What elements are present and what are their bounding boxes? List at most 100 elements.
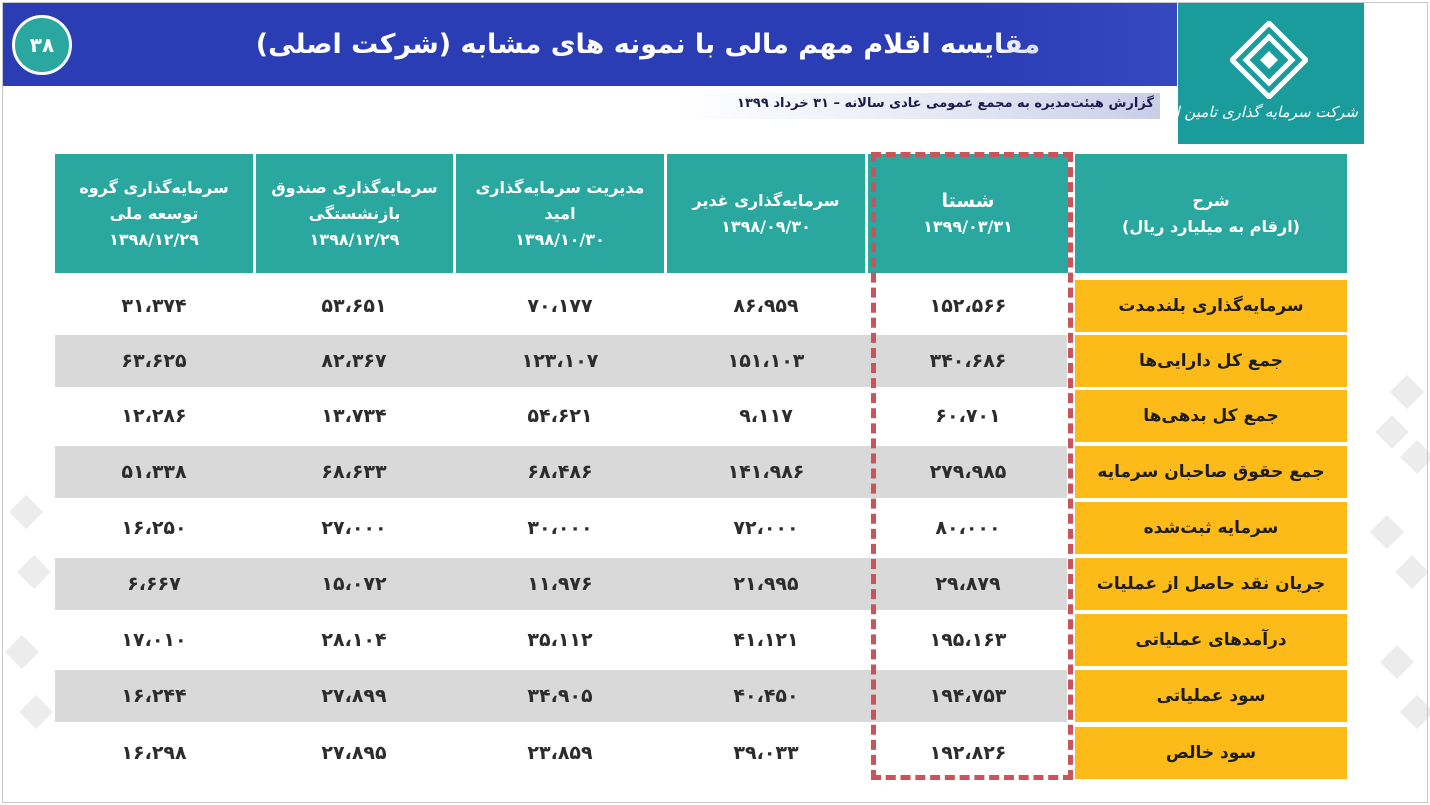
table-cell: ۱۹۵،۱۶۳ xyxy=(929,629,1007,651)
label-header-unit: (ارقام به میلیارد ریال) xyxy=(1122,216,1300,236)
decorative-diamond xyxy=(1380,645,1414,679)
table-cell: ۳۹،۰۳۳ xyxy=(733,742,799,764)
table-cell: ۱۵۲،۵۶۶ xyxy=(929,295,1007,317)
decorative-diamond xyxy=(5,635,39,669)
row-label: درآمدهای عملیاتی xyxy=(1075,614,1347,666)
row-label: سود عملیاتی xyxy=(1075,670,1347,722)
column-header-date: ۱۳۹۸/۱۰/۳۰ xyxy=(515,229,605,249)
table-cell: ۱۹۲،۸۲۶ xyxy=(929,742,1007,764)
table-row: ۶۰،۷۰۱ ۹،۱۱۷ ۵۴،۶۲۱ ۱۳،۷۳۴ ۱۲،۲۸۶ xyxy=(55,390,1067,442)
row-label: سرمایه‌گذاری بلندمدت xyxy=(1075,280,1347,332)
column-header-shasta: شستا ۱۳۹۹/۰۳/۳۱ xyxy=(868,154,1068,273)
table-cell: ۱۶،۲۹۸ xyxy=(121,742,187,764)
decorative-diamond xyxy=(1400,695,1430,729)
page-title: مقایسه اقلام مهم مالی با نمونه های مشابه… xyxy=(255,29,1041,60)
page-number-badge: ۳۸ xyxy=(12,15,72,75)
table-cell: ۲۳،۸۵۹ xyxy=(527,742,593,764)
table-cell: ۳۱،۳۷۴ xyxy=(121,295,187,317)
column-header-name: مدیریت سرمایه‌گذاری امید xyxy=(475,177,645,223)
decorative-diamond xyxy=(1395,555,1429,589)
table-cell: ۲۷،۸۹۹ xyxy=(321,685,387,707)
decorative-diamond xyxy=(19,695,53,729)
table-cell: ۵۳،۶۵۱ xyxy=(321,295,387,317)
subtitle-underline xyxy=(676,93,1160,119)
header-bar: مقایسه اقلام مهم مالی با نمونه های مشابه… xyxy=(3,3,1177,86)
table-cell: ۸۲،۳۶۷ xyxy=(321,350,387,372)
row-label: سرمایه ثبت‌شده xyxy=(1075,502,1347,554)
table-cell: ۷۲،۰۰۰ xyxy=(733,517,799,539)
table-cell: ۱۵۱،۱۰۳ xyxy=(727,350,805,372)
table-cell: ۵۴،۶۲۱ xyxy=(527,405,593,427)
row-label: جمع کل دارایی‌ها xyxy=(1075,335,1347,387)
table-cell: ۱۲،۲۸۶ xyxy=(121,405,187,427)
table-cell: ۹،۱۱۷ xyxy=(739,405,793,427)
table-cell: ۲۸،۱۰۴ xyxy=(321,629,387,651)
table-row: ۸۰،۰۰۰ ۷۲،۰۰۰ ۳۰،۰۰۰ ۲۷،۰۰۰ ۱۶،۲۵۰ xyxy=(55,502,1067,554)
decorative-diamond xyxy=(1375,415,1409,449)
column-header-name: شستا xyxy=(941,189,995,212)
diamond-logo-icon xyxy=(1230,21,1308,99)
column-header-date: ۱۳۹۸/۱۲/۲۹ xyxy=(309,229,400,249)
table-cell: ۱۹۴،۷۵۳ xyxy=(929,685,1007,707)
table-cell: ۳۴۰،۶۸۶ xyxy=(929,350,1007,372)
table-cell: ۶۸،۶۳۳ xyxy=(321,461,387,483)
table-cell: ۳۵،۱۱۲ xyxy=(527,629,593,651)
row-label: جمع حقوق صاحبان سرمایه xyxy=(1075,446,1347,498)
decorative-diamond xyxy=(9,495,43,529)
decorative-diamond xyxy=(1400,440,1430,474)
row-label: جریان نقد حاصل از عملیات xyxy=(1075,558,1347,610)
column-header-date: ۱۳۹۸/۱۲/۲۹ xyxy=(109,229,199,249)
company-logo: شرکت سرمایه گذاری تامین اجتماعی xyxy=(1126,3,1364,144)
label-column-header: شرح (ارقام به میلیارد ریال) xyxy=(1075,154,1347,273)
logo-text: شرکت سرمایه گذاری تامین اجتماعی xyxy=(1126,103,1358,121)
table-cell: ۱۵،۰۷۲ xyxy=(321,573,387,595)
table-cell: ۱۶،۲۴۴ xyxy=(121,685,187,707)
table-cell: ۶۰،۷۰۱ xyxy=(935,405,1001,427)
decorative-diamond xyxy=(1370,515,1404,549)
table-cell: ۲۱،۹۹۵ xyxy=(733,573,799,595)
table-cell: ۴۰،۴۵۰ xyxy=(733,685,799,707)
table-cell: ۸۶،۹۵۹ xyxy=(733,295,799,317)
table-row: ۱۹۵،۱۶۳ ۴۱،۱۲۱ ۳۵،۱۱۲ ۲۸،۱۰۴ ۱۷،۰۱۰ xyxy=(55,614,1067,666)
table-cell: ۲۹،۸۷۹ xyxy=(935,573,1001,595)
table-cell: ۶،۶۶۷ xyxy=(127,573,181,595)
column-header: سرمایه‌گذاری گروه توسعه ملی ۱۳۹۸/۱۲/۲۹ xyxy=(55,154,253,273)
table-cell: ۱۶،۲۵۰ xyxy=(121,517,187,539)
table-cell: ۱۷،۰۱۰ xyxy=(121,629,187,651)
table-row: ۱۹۲،۸۲۶ ۳۹،۰۳۳ ۲۳،۸۵۹ ۲۷،۸۹۵ ۱۶،۲۹۸ xyxy=(55,727,1067,779)
column-header: سرمایه‌گذاری غدیر ۱۳۹۸/۰۹/۳۰ xyxy=(667,154,865,273)
row-label: سود خالص xyxy=(1075,727,1347,779)
table-cell: ۲۷۹،۹۸۵ xyxy=(929,461,1007,483)
table-row: ۲۹،۸۷۹ ۲۱،۹۹۵ ۱۱،۹۷۶ ۱۵،۰۷۲ ۶،۶۶۷ xyxy=(55,558,1067,610)
label-header-title: شرح xyxy=(1192,190,1230,210)
column-header-date: ۱۳۹۹/۰۳/۳۱ xyxy=(923,216,1013,236)
table-cell: ۷۰،۱۷۷ xyxy=(527,295,593,317)
column-header: مدیریت سرمایه‌گذاری امید ۱۳۹۸/۱۰/۳۰ xyxy=(456,154,664,273)
table-row: ۱۹۴،۷۵۳ ۴۰،۴۵۰ ۳۴،۹۰۵ ۲۷،۸۹۹ ۱۶،۲۴۴ xyxy=(55,670,1067,722)
column-header-name: سرمایه‌گذاری صندوق بازنشستگی xyxy=(271,177,438,223)
table-cell: ۱۱،۹۷۶ xyxy=(527,573,593,595)
table-cell: ۴۱،۱۲۱ xyxy=(733,629,799,651)
decorative-diamond xyxy=(1390,375,1424,409)
table-cell: ۱۴۱،۹۸۶ xyxy=(727,461,805,483)
table-cell: ۸۰،۰۰۰ xyxy=(935,517,1001,539)
report-subtitle: گزارش هیئت‌مدیره به مجمع عمومی عادی سالا… xyxy=(737,96,1154,111)
column-header-name: سرمایه‌گذاری گروه توسعه ملی xyxy=(79,177,229,223)
table-cell: ۶۸،۴۸۶ xyxy=(527,461,593,483)
row-label: جمع کل بدهی‌ها xyxy=(1075,390,1347,442)
table-cell: ۲۷،۸۹۵ xyxy=(321,742,387,764)
column-header-date: ۱۳۹۸/۰۹/۳۰ xyxy=(721,216,811,236)
column-header-name: سرمایه‌گذاری غدیر xyxy=(692,190,840,210)
table-row: ۱۵۲،۵۶۶ ۸۶،۹۵۹ ۷۰،۱۷۷ ۵۳،۶۵۱ ۳۱،۳۷۴ xyxy=(55,280,1067,332)
table-cell: ۳۰،۰۰۰ xyxy=(527,517,593,539)
table-row: ۲۷۹،۹۸۵ ۱۴۱،۹۸۶ ۶۸،۴۸۶ ۶۸،۶۳۳ ۵۱،۳۳۸ xyxy=(55,446,1067,498)
table-cell: ۱۲۳،۱۰۷ xyxy=(521,350,599,372)
decorative-diamond xyxy=(17,555,51,589)
table-cell: ۵۱،۳۳۸ xyxy=(121,461,187,483)
column-header: سرمایه‌گذاری صندوق بازنشستگی ۱۳۹۸/۱۲/۲۹ xyxy=(256,154,453,273)
table-row: ۳۴۰،۶۸۶ ۱۵۱،۱۰۳ ۱۲۳،۱۰۷ ۸۲،۳۶۷ ۶۳،۶۲۵ xyxy=(55,335,1067,387)
table-cell: ۱۳،۷۳۴ xyxy=(321,405,387,427)
table-cell: ۳۴،۹۰۵ xyxy=(527,685,593,707)
table-cell: ۲۷،۰۰۰ xyxy=(321,517,387,539)
